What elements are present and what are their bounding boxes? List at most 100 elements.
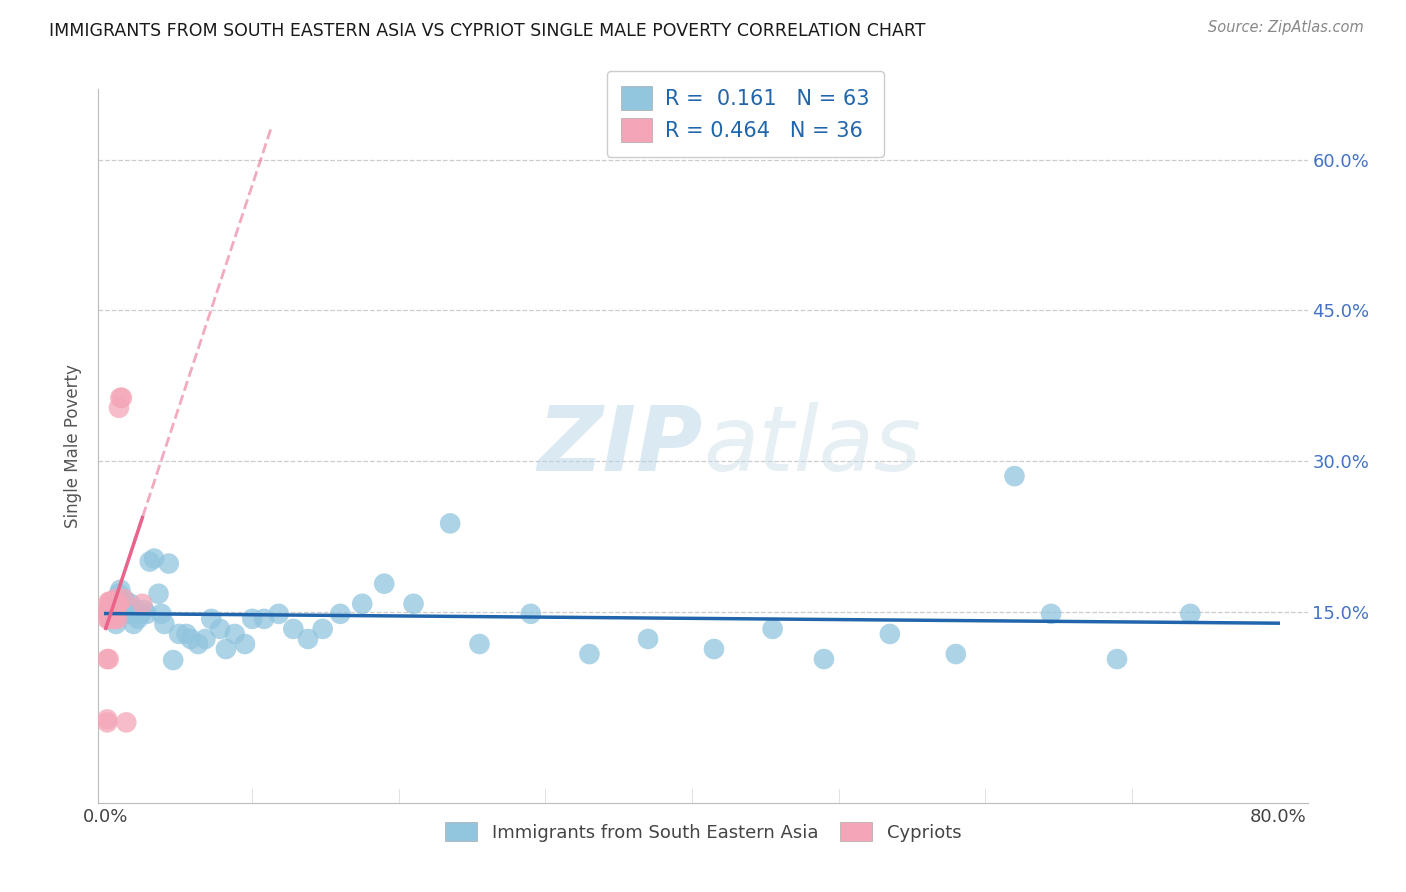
Point bbox=[121, 607, 143, 621]
Point bbox=[1040, 607, 1063, 621]
Point bbox=[209, 622, 232, 636]
Point bbox=[96, 607, 118, 621]
Text: IMMIGRANTS FROM SOUTH EASTERN ASIA VS CYPRIOT SINGLE MALE POVERTY CORRELATION CH: IMMIGRANTS FROM SOUTH EASTERN ASIA VS CY… bbox=[49, 22, 925, 40]
Point bbox=[101, 603, 124, 617]
Point bbox=[108, 587, 131, 601]
Point bbox=[215, 642, 238, 657]
Point bbox=[105, 602, 128, 616]
Point bbox=[520, 607, 543, 621]
Point bbox=[813, 652, 835, 666]
Point bbox=[224, 627, 246, 641]
Point bbox=[108, 597, 131, 611]
Point bbox=[879, 627, 901, 641]
Point bbox=[114, 592, 136, 607]
Point bbox=[148, 587, 170, 601]
Point bbox=[200, 612, 222, 626]
Point bbox=[97, 612, 120, 626]
Point bbox=[101, 597, 124, 611]
Point bbox=[1180, 607, 1202, 621]
Point bbox=[127, 612, 149, 626]
Point bbox=[138, 555, 160, 569]
Point bbox=[233, 637, 256, 651]
Point bbox=[103, 612, 125, 626]
Point bbox=[100, 595, 122, 609]
Point bbox=[176, 627, 198, 641]
Point bbox=[373, 576, 395, 591]
Point bbox=[107, 597, 129, 611]
Point bbox=[108, 401, 131, 415]
Point bbox=[110, 582, 132, 597]
Point bbox=[107, 612, 129, 626]
Point bbox=[117, 607, 139, 621]
Point bbox=[1105, 652, 1128, 666]
Point bbox=[180, 632, 202, 646]
Point bbox=[98, 602, 121, 616]
Point bbox=[124, 602, 146, 616]
Point bbox=[1004, 469, 1026, 483]
Point bbox=[103, 607, 125, 621]
Point bbox=[468, 637, 491, 651]
Point bbox=[115, 715, 138, 730]
Point bbox=[98, 607, 121, 621]
Point bbox=[129, 607, 152, 621]
Point bbox=[97, 599, 120, 614]
Point bbox=[96, 612, 118, 626]
Point bbox=[115, 602, 138, 616]
Y-axis label: Single Male Poverty: Single Male Poverty bbox=[65, 364, 83, 528]
Point bbox=[143, 551, 166, 566]
Point bbox=[112, 597, 135, 611]
Point bbox=[153, 616, 176, 631]
Point bbox=[253, 612, 276, 626]
Point bbox=[187, 637, 209, 651]
Point bbox=[118, 599, 141, 614]
Point bbox=[96, 712, 118, 726]
Point bbox=[352, 597, 374, 611]
Point bbox=[103, 610, 125, 624]
Point bbox=[98, 597, 121, 611]
Point bbox=[110, 391, 132, 405]
Point bbox=[194, 632, 217, 646]
Point bbox=[100, 607, 122, 621]
Point bbox=[150, 607, 173, 621]
Point bbox=[112, 591, 135, 606]
Point bbox=[297, 632, 319, 646]
Point bbox=[98, 605, 121, 619]
Point bbox=[283, 622, 305, 636]
Point bbox=[240, 612, 263, 626]
Point bbox=[96, 715, 118, 730]
Point bbox=[167, 627, 190, 641]
Text: atlas: atlas bbox=[703, 402, 921, 490]
Point bbox=[111, 391, 134, 405]
Point bbox=[135, 607, 157, 621]
Point bbox=[762, 622, 785, 636]
Point bbox=[107, 603, 129, 617]
Point bbox=[100, 599, 122, 614]
Point bbox=[111, 607, 134, 621]
Point bbox=[98, 595, 121, 609]
Point bbox=[96, 652, 118, 666]
Legend: Immigrants from South Eastern Asia, Cypriots: Immigrants from South Eastern Asia, Cypr… bbox=[436, 814, 970, 851]
Point bbox=[131, 597, 153, 611]
Point bbox=[157, 557, 180, 571]
Point bbox=[439, 516, 461, 531]
Point bbox=[97, 603, 120, 617]
Point bbox=[120, 597, 142, 611]
Point bbox=[637, 632, 659, 646]
Point bbox=[101, 607, 124, 621]
Point bbox=[105, 616, 128, 631]
Text: Source: ZipAtlas.com: Source: ZipAtlas.com bbox=[1208, 20, 1364, 35]
Point bbox=[703, 642, 725, 657]
Point bbox=[162, 653, 184, 667]
Point bbox=[98, 612, 121, 626]
Point bbox=[945, 647, 967, 661]
Point bbox=[100, 612, 122, 626]
Point bbox=[97, 607, 120, 621]
Point bbox=[267, 607, 290, 621]
Point bbox=[132, 603, 155, 617]
Point bbox=[311, 622, 333, 636]
Point bbox=[101, 599, 124, 614]
Point bbox=[97, 652, 120, 666]
Point bbox=[402, 597, 425, 611]
Point bbox=[100, 599, 122, 614]
Point bbox=[105, 591, 128, 606]
